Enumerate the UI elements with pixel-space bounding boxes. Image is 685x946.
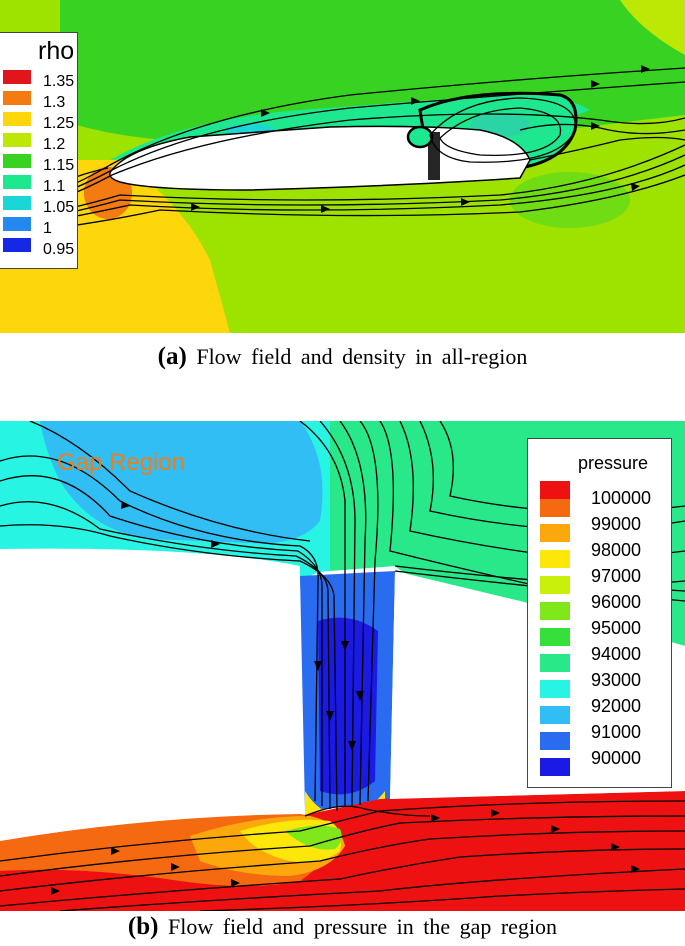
density-legend: rho 1.35 1.3 1.25 1.2 1.15 1.1 1.05 <box>0 32 78 269</box>
legend-swatch <box>540 680 570 698</box>
legend-label: 1.2 <box>43 136 66 153</box>
legend-swatch <box>540 706 570 724</box>
legend-swatch <box>3 175 31 189</box>
legend-label: 95000 <box>591 618 642 638</box>
caption-b: (b) Flow field and pressure in the gap r… <box>0 913 685 941</box>
legend-swatch <box>540 576 570 594</box>
density-contour-svg <box>0 0 685 333</box>
legend-swatch <box>3 91 31 105</box>
gap-region-label: Gap Region <box>57 449 186 476</box>
legend-swatch <box>540 628 570 646</box>
legend-label: 99000 <box>591 514 642 534</box>
legend-label: 97000 <box>591 566 642 586</box>
pressure-legend-title: pressure <box>578 453 649 473</box>
caption-a: (a) Flow field and density in all-region <box>0 343 685 371</box>
streamlines-b <box>0 421 685 911</box>
legend-swatch <box>540 732 570 750</box>
legend-label: 0.95 <box>43 241 75 258</box>
legend-label: 92000 <box>591 696 642 716</box>
streamline-arrows-b <box>51 501 640 895</box>
legend-label: 100000 <box>591 488 652 508</box>
legend-swatch <box>540 524 570 542</box>
legend-label: 93000 <box>591 670 642 690</box>
legend-swatch <box>540 550 570 568</box>
legend-swatch <box>3 238 31 252</box>
legend-swatch <box>3 196 31 210</box>
legend-label: 94000 <box>591 644 642 664</box>
caption-b-letter: (b) <box>127 913 159 940</box>
legend-swatch <box>3 70 31 84</box>
caption-a-letter: (a) <box>157 343 187 370</box>
legend-label: 1.3 <box>43 94 66 111</box>
legend-label: 1.15 <box>43 157 75 174</box>
legend-label: 98000 <box>591 540 642 560</box>
legend-label: 1.05 <box>43 199 75 216</box>
legend-swatch <box>540 481 570 499</box>
legend-label: 1 <box>43 220 52 237</box>
legend-swatch <box>540 758 570 776</box>
legend-label: 1.35 <box>43 73 75 90</box>
density-contour-plot: rho 1.35 1.3 1.25 1.2 1.15 1.1 1.05 <box>0 0 685 333</box>
legend-swatch <box>540 602 570 620</box>
legend-label: 90000 <box>591 748 642 768</box>
legend-swatch <box>3 112 31 126</box>
legend-label: 1.1 <box>43 178 66 195</box>
legend-swatch <box>540 499 570 517</box>
legend-label: 1.25 <box>43 115 75 132</box>
caption-b-text: Flow field and pressure in the gap regio… <box>167 914 558 939</box>
caption-a-text: Flow field and density in all-region <box>196 344 528 369</box>
pressure-legend: pressure 100000 99000 98000 97000 96000 … <box>527 438 672 788</box>
density-legend-title: rho <box>38 37 75 65</box>
legend-label: 91000 <box>591 722 642 742</box>
legend-swatch <box>3 217 31 231</box>
legend-label: 96000 <box>591 592 642 612</box>
legend-swatch <box>3 133 31 147</box>
legend-swatch <box>3 154 31 168</box>
legend-swatch <box>540 654 570 672</box>
